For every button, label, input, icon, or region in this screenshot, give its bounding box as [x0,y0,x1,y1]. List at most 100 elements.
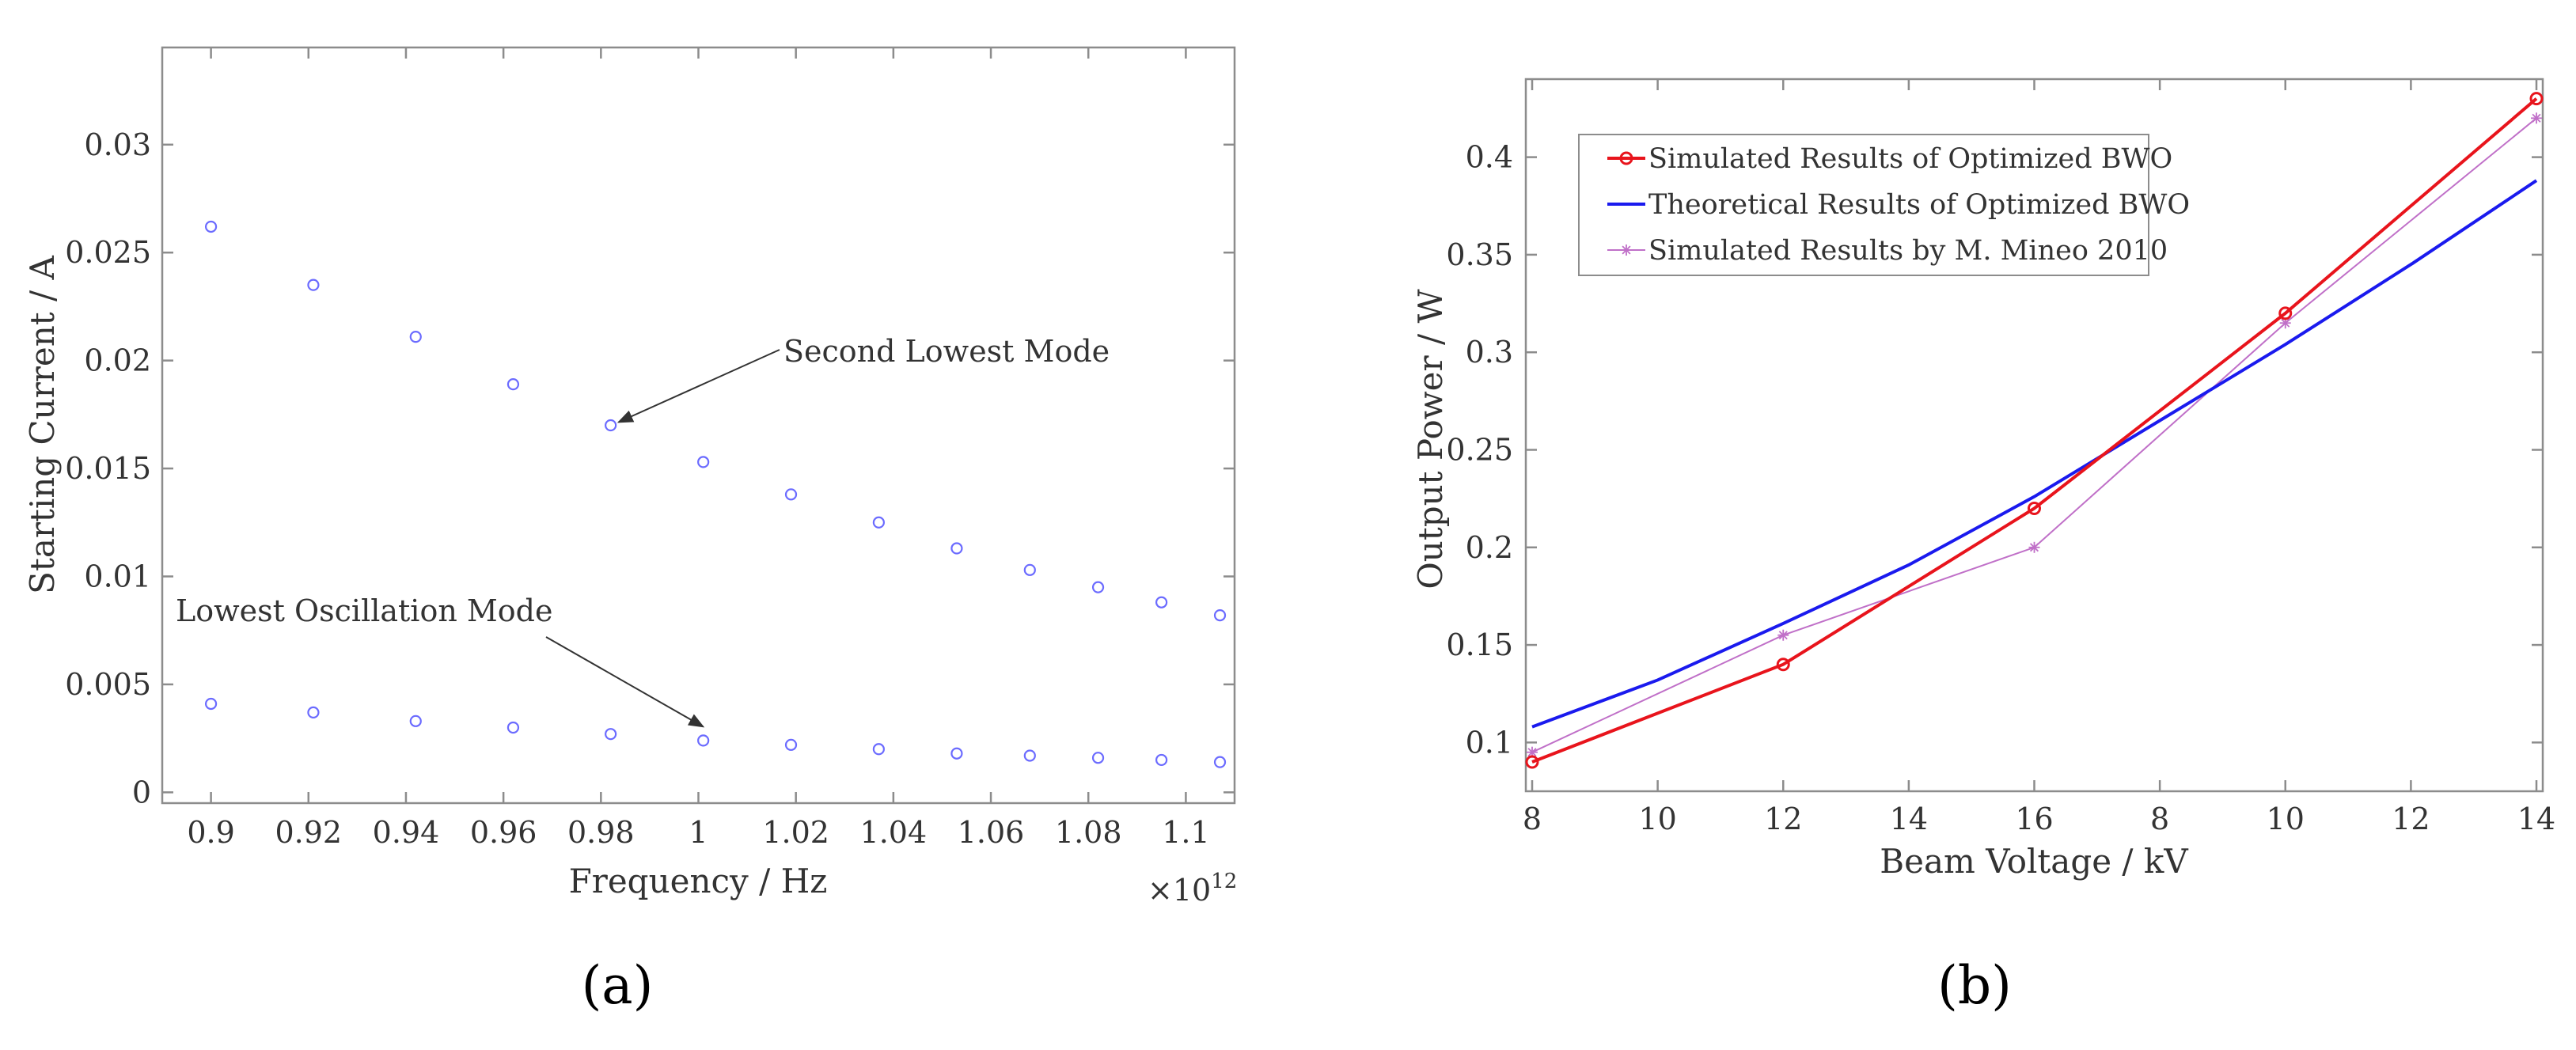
chart-a-point-second-lowest-mode [697,456,710,468]
chart-b-y-tick-label: 0.3 [1466,335,1513,370]
chart-a-point-second-lowest-mode [409,331,422,343]
chart-b-legend-entry: Theoretical Results of Optimized BWO [1607,189,2190,221]
chart-a-point-second-lowest-mode [204,220,218,233]
chart-a-x-tick-label: 0.96 [470,815,537,850]
chart-b-series-mineo-2010-point [2028,541,2040,553]
chart-a-point-second-lowest-mode [605,419,617,432]
chart-a-point-lowest-mode [204,697,218,711]
chart-b-x-tick-label: 10 [1638,802,1676,836]
chart-a-arrow-second-lowest-mode [616,349,780,423]
chart-a-y-axis-title: Starting Current / A [23,255,62,593]
chart-b-x-tick-label: 10 [2267,802,2305,836]
chart-a-y-axis: 0 0.005 0.01 0.015 0.02 0.025 0.03 [65,127,1235,809]
chart-a-y-tick-label: 0.02 [84,343,151,378]
chart-b-y-tick-label: 0.2 [1466,530,1513,565]
chart-a-point-lowest-mode [605,728,617,741]
chart-b-x-axis-title: Beam Voltage / kV [1880,842,2188,881]
chart-a-point-second-lowest-mode [1155,596,1168,608]
chart-a-x-tick-label: 0.94 [373,815,440,850]
chart-b-x-tick-label: 14 [1890,802,1928,836]
chart-b-legend-label: Simulated Results of Optimized BWO [1648,143,2172,175]
chart-a-point-lowest-mode [1023,749,1036,762]
chart-a-y-tick-label: 0.025 [65,235,151,270]
chart-a-point-second-lowest-mode [950,542,963,555]
chart-a-annotation-lowest-oscillation-mode: Lowest Oscillation Mode [176,593,552,628]
chart-b-x-tick-label: 12 [1764,802,1802,836]
chart-a-point-second-lowest-mode [1023,563,1036,576]
chart-b-series-simulated-optimized-point [2529,92,2544,106]
chart-a-x-multiplier: ×1012 [1148,870,1237,908]
chart-a-y-tick-label: 0.005 [65,667,151,702]
chart-a-data-points [204,220,1227,768]
chart-b-output-power: 0.1 0.15 0.2 0.25 0.3 0.35 0.4 8 10 12 14 16 8 10 12 1… [1411,78,2555,881]
chart-a-point-second-lowest-mode [1091,581,1105,593]
chart-b-y-tick-label: 0.4 [1466,140,1513,175]
chart-b-y-tick-label: 0.25 [1446,432,1513,467]
chart-a-point-second-lowest-mode [307,279,320,291]
chart-a-point-lowest-mode [1091,752,1105,764]
chart-a-point-lowest-mode [506,721,520,734]
chart-a-plot-frame [161,46,1236,805]
chart-a-x-tick-label: 1.04 [860,815,928,850]
chart-b-x-tick-label: 8 [2150,802,2169,836]
chart-a-point-lowest-mode [1155,753,1168,767]
chart-a-y-tick-label: 0.01 [84,559,151,594]
chart-a-x-multiplier-base: ×10 [1148,873,1211,908]
chart-b-legend-entry: Simulated Results of Optimized BWO [1607,143,2172,175]
chart-b-series-simulated-optimized-line [1531,97,2538,764]
chart-a-x-axis: 0.9 0.92 0.94 0.96 0.98 1 1.02 1.04 1.06 1.08 1.1 [187,47,1210,850]
panel-label-a: (a) [582,955,654,1016]
chart-b-series-simulated-optimized-point [1776,658,1790,672]
chart-a-x-tick-label: 0.92 [275,815,342,850]
chart-b-legend-entry: Simulated Results by M. Mineo 2010 [1607,235,2168,267]
chart-a-y-tick-label: 0.03 [84,127,151,162]
chart-a-point-lowest-mode [697,734,710,747]
chart-a-x-multiplier-exponent: 12 [1211,870,1237,893]
chart-b-legend-label: Simulated Results by M. Mineo 2010 [1648,235,2168,267]
chart-a-point-second-lowest-mode [1213,609,1227,622]
chart-b-y-axis-title: Output Power / W [1411,289,1450,589]
chart-b-x-tick-label: 12 [2392,802,2430,836]
chart-a-y-tick-label: 0 [132,775,151,809]
chart-a-annotation-second-lowest-mode: Second Lowest Mode [783,334,1110,369]
chart-b-x-tick-label: 14 [2517,802,2555,836]
chart-a-x-tick-label: 0.9 [187,815,234,850]
chart-b-y-tick-label: 0.1 [1466,725,1513,760]
chart-a-y-tick-label: 0.015 [65,451,151,486]
chart-a-x-tick-label: 0.98 [567,815,635,850]
chart-a-point-lowest-mode [872,743,885,756]
chart-b-x-tick-label: 16 [2015,802,2053,836]
chart-a-arrow-lowest-oscillation-mode [545,636,705,728]
chart-a-point-lowest-mode [950,747,963,760]
chart-a-annotations: Second Lowest Mode Lowest Oscillation Mod… [176,334,1110,728]
chart-a-x-tick-label: 1.06 [958,815,1025,850]
chart-b-legend: Simulated Results of Optimized BWO Theore… [1578,134,2190,276]
chart-a-x-axis-title: Frequency / Hz [569,862,828,900]
panel-label-b: (b) [1937,955,2012,1016]
chart-b-y-axis: 0.1 0.15 0.2 0.25 0.3 0.35 0.4 [1446,140,2543,760]
chart-a-x-tick-label: 1.08 [1055,815,1122,850]
chart-b-legend-label: Theoretical Results of Optimized BWO [1648,189,2190,221]
chart-b-x-axis: 8 10 12 14 16 8 10 12 14 [1523,79,2555,836]
chart-b-legend-marker [1619,151,1633,165]
chart-a-point-lowest-mode [409,715,422,727]
chart-a-starting-current: 0 0.005 0.01 0.015 0.02 0.025 0.03 0.9 0.92 0.94… [23,46,1237,908]
chart-b-series-simulated-optimized-point [2028,501,2041,515]
chart-b-series-simulated-optimized-point [1525,755,1539,769]
chart-b-legend-marker [1621,244,1632,256]
chart-a-point-lowest-mode [307,706,320,719]
chart-b-x-tick-label: 8 [1523,802,1542,836]
chart-a-point-second-lowest-mode [506,378,520,391]
chart-b-y-tick-label: 0.15 [1446,627,1513,662]
chart-a-point-lowest-mode [784,738,798,751]
chart-a-point-lowest-mode [1213,756,1227,768]
chart-a-point-second-lowest-mode [872,516,885,529]
chart-a-x-tick-label: 1 [689,815,708,850]
chart-b-series-lines [1525,92,2544,769]
chart-b-series-mineo-2010-point [1777,629,1789,641]
chart-a-point-second-lowest-mode [784,488,798,501]
chart-b-series-mineo-2010-point [2531,112,2542,124]
chart-a-x-tick-label: 1.1 [1162,815,1209,850]
chart-b-series-theoretical-optimized-line [1531,179,2538,729]
